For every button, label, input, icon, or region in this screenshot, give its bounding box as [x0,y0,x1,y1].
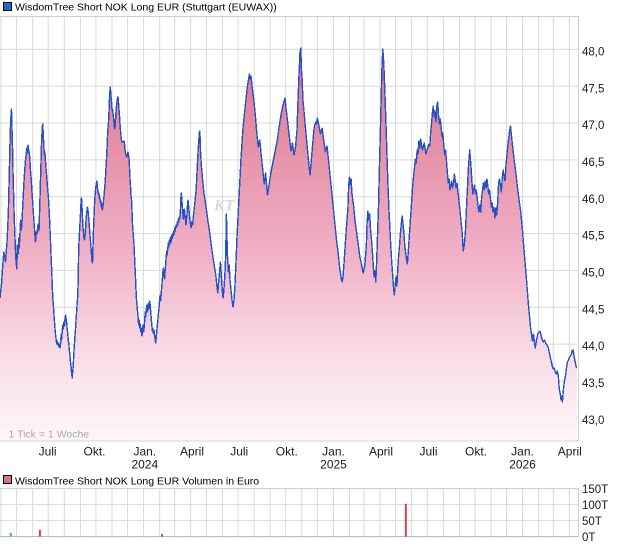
svg-text:2026: 2026 [509,458,536,472]
svg-text:April: April [180,445,204,459]
svg-text:April: April [369,445,393,459]
svg-text:45,0: 45,0 [582,268,604,280]
svg-text:KT: KT [213,198,236,215]
svg-text:43,0: 43,0 [582,415,604,427]
svg-text:47,5: 47,5 [582,83,604,95]
svg-text:100T: 100T [582,500,608,512]
svg-text:46,0: 46,0 [582,194,604,206]
svg-text:50T: 50T [582,516,602,528]
svg-text:Okt.: Okt. [465,445,487,459]
svg-text:WisdomTree Short NOK Long EUR: WisdomTree Short NOK Long EUR Volumen in… [15,475,259,487]
svg-text:Jan.: Jan. [322,445,345,459]
svg-text:47,0: 47,0 [582,120,604,132]
svg-text:2025: 2025 [320,458,347,472]
svg-text:1 Tick = 1 Woche: 1 Tick = 1 Woche [9,429,90,441]
svg-text:150T: 150T [582,484,608,496]
svg-text:Okt.: Okt. [83,445,105,459]
svg-text:Juli: Juli [39,445,57,459]
svg-text:44,5: 44,5 [582,304,604,316]
svg-text:Jan.: Jan. [133,445,156,459]
svg-text:Jan.: Jan. [511,445,534,459]
svg-text:April: April [558,445,582,459]
svg-text:Juli: Juli [230,445,248,459]
svg-text:48,0: 48,0 [582,46,604,58]
svg-text:Juli: Juli [419,445,437,459]
svg-text:Okt.: Okt. [276,445,298,459]
svg-text:WisdomTree Short NOK Long EUR: WisdomTree Short NOK Long EUR (Stuttgart… [15,1,277,13]
svg-text:46,5: 46,5 [582,157,604,169]
svg-text:2024: 2024 [131,458,158,472]
svg-text:43,5: 43,5 [582,378,604,390]
svg-text:45,5: 45,5 [582,231,604,243]
svg-text:44,0: 44,0 [582,341,604,353]
svg-text:0T: 0T [582,532,595,544]
